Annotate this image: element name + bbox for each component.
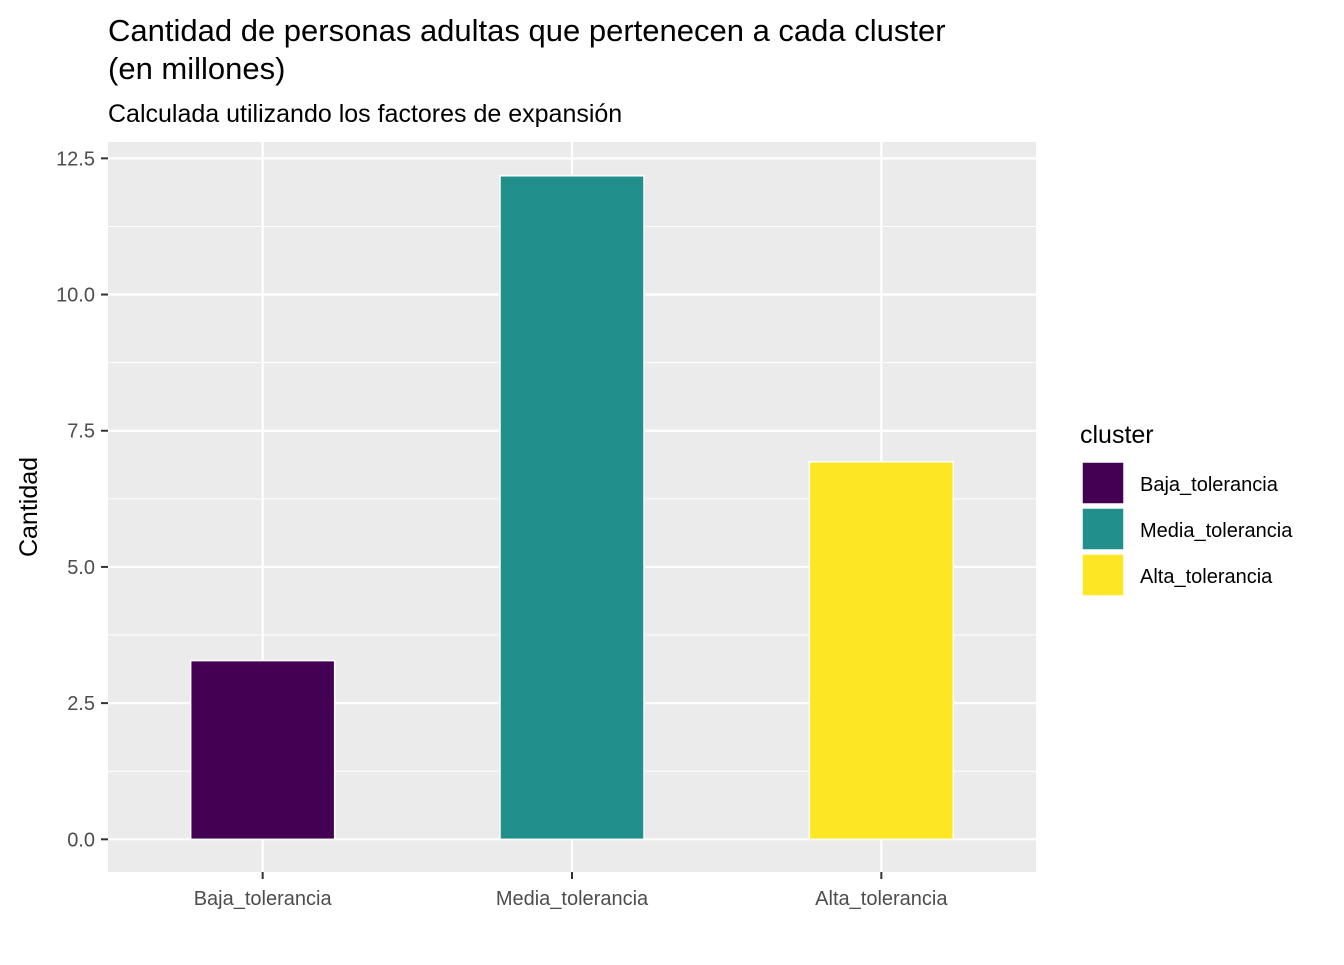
y-axis: 0.0 2.5 5.0 7.5 10.0 12.5 — [56, 148, 108, 851]
x-tick-label: Media_tolerancia — [496, 888, 649, 910]
y-tick-label: 12.5 — [56, 148, 95, 170]
chart-title-line-2: (en millones) — [108, 51, 285, 86]
y-tick-label: 2.5 — [67, 693, 95, 715]
bar-baja-tolerancia — [189, 659, 336, 841]
y-tick-label: 7.5 — [67, 421, 95, 443]
bar-media-tolerancia — [499, 175, 645, 841]
legend-swatch-media-tolerancia — [1081, 507, 1125, 551]
y-tick-label: 5.0 — [67, 557, 95, 579]
legend-swatch-baja-tolerancia — [1081, 461, 1125, 505]
legend-label: Media_tolerancia — [1140, 520, 1293, 542]
legend-label: Baja_tolerancia — [1140, 474, 1279, 496]
bar-alta-tolerancia — [808, 461, 955, 841]
y-tick-label: 0.0 — [67, 829, 95, 851]
x-axis: Baja_tolerancia Media_tolerancia Alta_tole… — [194, 872, 948, 910]
legend-swatch-alta-tolerancia — [1081, 553, 1125, 597]
legend-label: Alta_tolerancia — [1140, 566, 1273, 588]
chart-subtitle: Calculada utilizando los factores de exp… — [108, 100, 622, 128]
legend-title: cluster — [1080, 421, 1154, 449]
legend: cluster Baja_tolerancia Media_tolerancia A… — [1080, 421, 1293, 597]
y-tick-label: 10.0 — [56, 285, 95, 307]
x-tick-label: Alta_tolerancia — [815, 888, 948, 910]
x-tick-label: Baja_tolerancia — [194, 888, 333, 910]
chart-title-line-1: Cantidad de personas adultas que pertene… — [108, 13, 946, 48]
y-axis-label: Cantidad — [15, 457, 43, 557]
bars — [189, 175, 955, 841]
